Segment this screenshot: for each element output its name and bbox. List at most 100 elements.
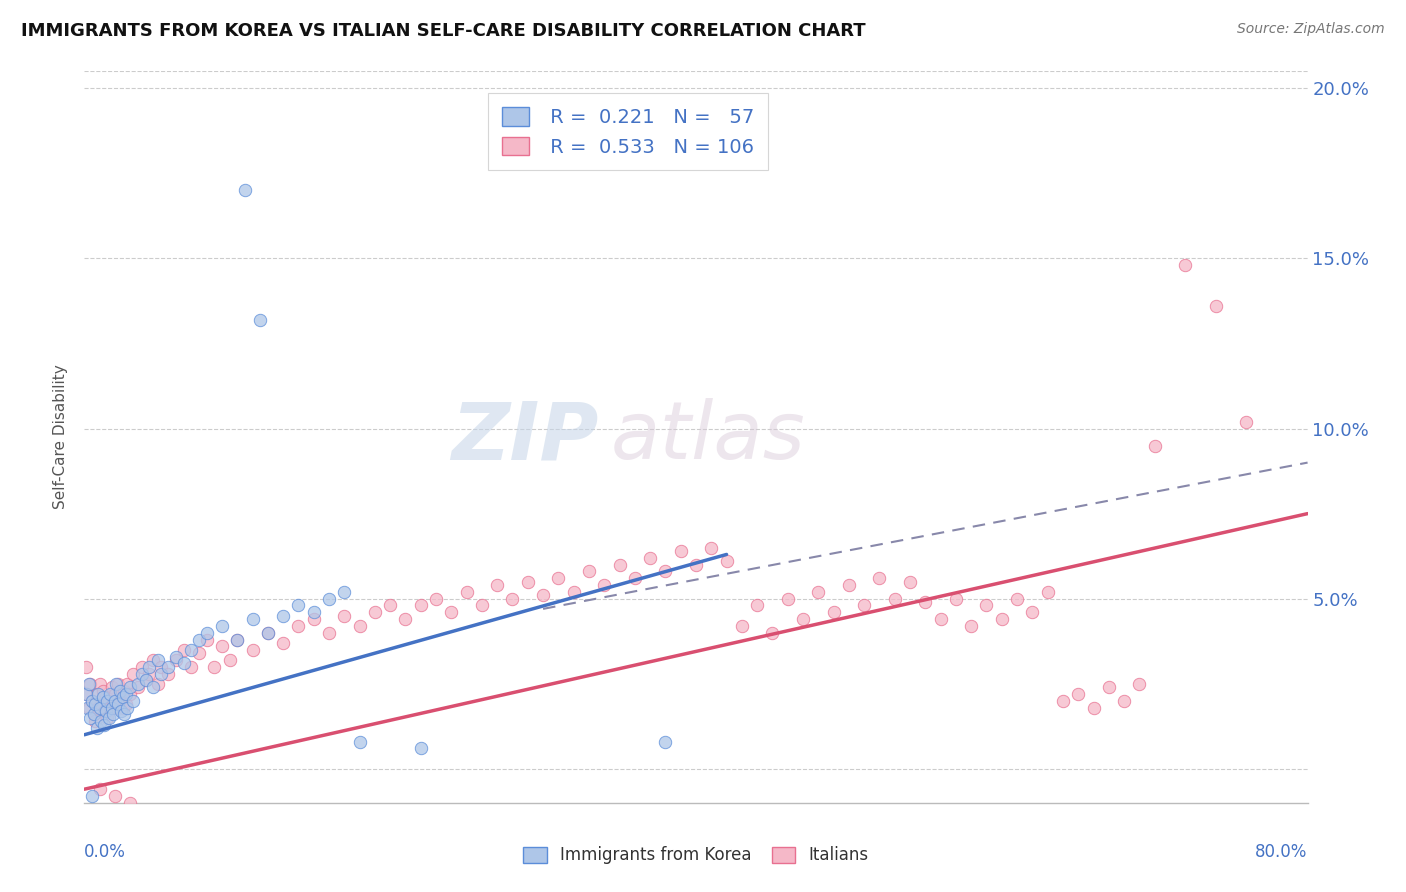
Point [195, 625, 218, 640]
Point [945, 591, 967, 606]
Point [654, 734, 676, 748]
Point [516, 574, 538, 589]
Point [114, 697, 136, 711]
Point [165, 653, 187, 667]
Point [87, 687, 110, 701]
Point [146, 677, 169, 691]
Point [1036, 585, 1059, 599]
Point [233, 183, 256, 197]
Point [107, 697, 129, 711]
Point [188, 646, 211, 660]
Point [883, 591, 905, 606]
Point [157, 659, 180, 673]
Point [226, 632, 249, 647]
Point [700, 541, 723, 555]
Point [97, 694, 120, 708]
Point [84, 714, 107, 728]
Point [869, 571, 891, 585]
Point [1098, 680, 1121, 694]
Point [502, 591, 524, 606]
Point [823, 605, 845, 619]
Point [80, 694, 103, 708]
Point [609, 558, 631, 572]
Point [122, 666, 145, 681]
Point [114, 687, 136, 701]
Point [96, 711, 118, 725]
Point [149, 666, 172, 681]
Point [318, 625, 340, 640]
Point [624, 571, 647, 585]
Point [807, 585, 830, 599]
Point [211, 640, 233, 654]
Point [120, 796, 142, 810]
Point [157, 666, 180, 681]
Point [79, 711, 101, 725]
Point [747, 599, 769, 613]
Point [97, 711, 120, 725]
Point [94, 690, 117, 705]
Point [1052, 694, 1074, 708]
Point [249, 312, 271, 326]
Point [302, 612, 325, 626]
Point [333, 608, 356, 623]
Point [287, 619, 309, 633]
Point [111, 700, 134, 714]
Point [86, 687, 108, 701]
Point [94, 704, 117, 718]
Point [211, 619, 233, 633]
Text: Source: ZipAtlas.com: Source: ZipAtlas.com [1237, 22, 1385, 37]
Point [242, 642, 264, 657]
Point [409, 741, 432, 756]
Text: 80.0%: 80.0% [1256, 843, 1308, 861]
Point [96, 694, 118, 708]
Point [91, 683, 114, 698]
Point [89, 782, 111, 797]
Point [142, 653, 165, 667]
Point [90, 697, 112, 711]
Point [898, 574, 921, 589]
Point [84, 697, 107, 711]
Point [562, 585, 585, 599]
Point [149, 659, 172, 673]
Point [669, 544, 692, 558]
Point [257, 625, 280, 640]
Point [127, 680, 149, 694]
Point [173, 657, 195, 671]
Point [364, 605, 387, 619]
Point [425, 591, 447, 606]
Point [287, 599, 309, 613]
Point [142, 680, 165, 694]
Point [135, 673, 157, 688]
Point [257, 625, 280, 640]
Point [103, 694, 125, 708]
Point [77, 677, 100, 691]
Point [173, 642, 195, 657]
Point [578, 565, 600, 579]
Point [120, 680, 142, 694]
Point [79, 677, 101, 691]
Point [108, 694, 131, 708]
Point [80, 694, 103, 708]
Point [333, 585, 356, 599]
Point [120, 687, 142, 701]
Point [104, 687, 127, 701]
Point [180, 659, 202, 673]
Point [89, 700, 111, 714]
Point [776, 591, 799, 606]
Point [440, 605, 463, 619]
Point [792, 612, 814, 626]
Point [93, 717, 115, 731]
Point [75, 659, 97, 673]
Point [112, 707, 135, 722]
Point [271, 636, 294, 650]
Point [976, 599, 998, 613]
Point [685, 558, 707, 572]
Point [394, 612, 416, 626]
Point [471, 599, 494, 613]
Point [104, 789, 127, 803]
Point [349, 619, 371, 633]
Point [929, 612, 952, 626]
Point [98, 700, 121, 714]
Point [654, 565, 676, 579]
Point [716, 554, 738, 568]
